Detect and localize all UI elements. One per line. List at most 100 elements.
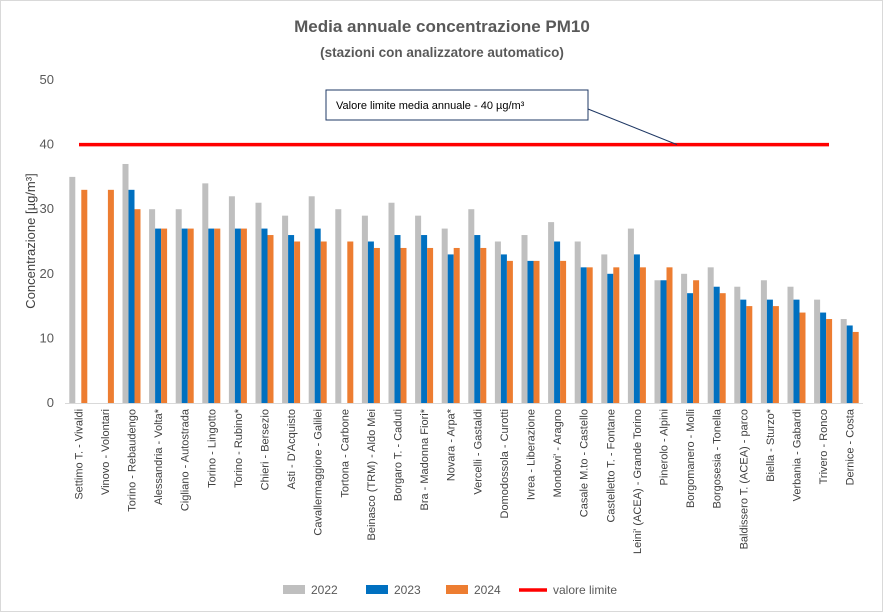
bar-2022: [654, 280, 661, 403]
y-tick-label: 40: [40, 137, 54, 152]
chart-subtitle: (stazioni con analizzatore automatico): [320, 45, 564, 60]
legend: 2022 2023 2024 valore limite: [283, 583, 617, 597]
x-category-label: Bra - Madonna Fiori*: [419, 408, 431, 510]
legend-label: valore limite: [553, 583, 617, 597]
bar-2022: [69, 176, 76, 403]
bar-2024: [214, 228, 221, 403]
bar-2022: [388, 202, 395, 403]
x-category-label: Torino - Rubino*: [233, 408, 245, 488]
x-category-label: Settimo T. - Vivaldi: [73, 409, 85, 500]
x-category-label: Tortona - Carbone: [339, 409, 351, 498]
bar-2024: [373, 247, 380, 403]
bar-2024: [453, 247, 460, 403]
bar-2024: [267, 235, 274, 403]
x-category-label: Cigliano - Autostrada: [180, 408, 192, 511]
bar-2024: [746, 306, 753, 403]
bar-2023: [713, 286, 720, 403]
y-tick-label: 30: [40, 201, 54, 216]
bar-2024: [560, 260, 567, 403]
bar-2023: [793, 299, 800, 403]
legend-label: 2023: [394, 583, 421, 597]
bar-2024: [799, 312, 806, 403]
bar-2023: [208, 228, 215, 403]
x-category-label: Torino - Lingotto: [206, 409, 218, 488]
legend-swatch-2024: [446, 585, 468, 594]
bar-2023: [687, 293, 694, 403]
bar-2022: [202, 183, 209, 403]
bar-2022: [415, 215, 422, 403]
legend-swatch-2023: [366, 585, 388, 594]
bar-2023: [820, 312, 827, 403]
bar-2022: [734, 286, 741, 403]
x-category-label: Chieri - Bersezio: [260, 409, 272, 490]
bar-2023: [261, 228, 268, 403]
bar-2022: [494, 241, 501, 403]
bar-2022: [468, 209, 475, 403]
x-category-label: Vinovo - Volontari: [100, 409, 112, 495]
x-category-label: Trivero - Ronco: [818, 409, 830, 484]
bar-2023: [474, 235, 481, 403]
bar-2023: [155, 228, 162, 403]
bars-group: [69, 163, 859, 403]
bar-2023: [288, 235, 295, 403]
bar-2024: [427, 247, 434, 403]
bar-2023: [766, 299, 773, 403]
bar-2024: [134, 209, 141, 403]
bar-2022: [760, 280, 767, 403]
bar-2022: [149, 209, 156, 403]
x-category-label: Casale M.to - Castello: [579, 409, 591, 517]
bar-2023: [314, 228, 321, 403]
chart-title: Media annuale concentrazione PM10: [294, 17, 590, 36]
bar-2022: [308, 196, 315, 403]
bar-2023: [394, 235, 401, 403]
bar-2022: [681, 273, 688, 403]
bar-2022: [840, 319, 847, 403]
bar-2023: [554, 241, 561, 403]
legend-label: 2022: [311, 583, 338, 597]
x-category-label: Beinasco (TRM) - Aldo Mei: [366, 409, 378, 540]
bar-2024: [400, 247, 407, 403]
bar-2022: [282, 215, 289, 403]
annotation-box: [325, 89, 589, 121]
x-category-label: Biella - Sturzo*: [765, 408, 777, 481]
y-tick-label: 0: [47, 395, 54, 410]
y-tick-label: 20: [40, 266, 54, 281]
x-category-label: Borgosesia - Tonella: [712, 408, 724, 508]
bar-2024: [772, 306, 779, 403]
y-tick-label: 10: [40, 330, 54, 345]
x-category-label: Dernice - Costa: [845, 408, 857, 485]
bar-2022: [814, 299, 821, 403]
bar-2023: [128, 189, 135, 403]
bar-2022: [255, 202, 262, 403]
legend-swatch-2022: [283, 585, 305, 594]
bar-2024: [294, 241, 301, 403]
bar-2023: [234, 228, 241, 403]
bar-2023: [740, 299, 747, 403]
bar-2024: [613, 267, 620, 403]
bar-2023: [580, 267, 587, 403]
x-category-label: Borgomanero - Molli: [685, 409, 697, 508]
bar-2022: [548, 222, 555, 403]
bar-2024: [187, 228, 194, 403]
bar-2022: [627, 228, 634, 403]
bar-2022: [441, 228, 448, 403]
bar-2023: [607, 273, 614, 403]
bar-2024: [693, 280, 700, 403]
x-category-label: Castelletto T. - Fontane: [605, 409, 617, 523]
x-category-label: Mondovi' - Aragno: [552, 409, 564, 497]
annotation-text: Valore limite media annuale - 40 µg/m³: [336, 100, 525, 112]
x-category-label: Cavallermaggiore - Galilei: [313, 409, 325, 536]
legend-label: 2024: [474, 583, 501, 597]
bar-2022: [228, 196, 235, 403]
bar-2024: [852, 331, 859, 403]
x-category-label: Verbania - Gabardi: [792, 409, 804, 501]
bar-2022: [335, 209, 342, 403]
bar-2022: [707, 267, 714, 403]
x-category-label: Novara - Arpa*: [446, 408, 458, 481]
x-category-label: Ivrea - Liberazione: [526, 409, 538, 500]
x-category-label: Vercelli - Gastaldi: [472, 409, 484, 495]
bar-2022: [574, 241, 581, 403]
bar-2024: [347, 241, 354, 403]
bar-2024: [107, 189, 114, 403]
